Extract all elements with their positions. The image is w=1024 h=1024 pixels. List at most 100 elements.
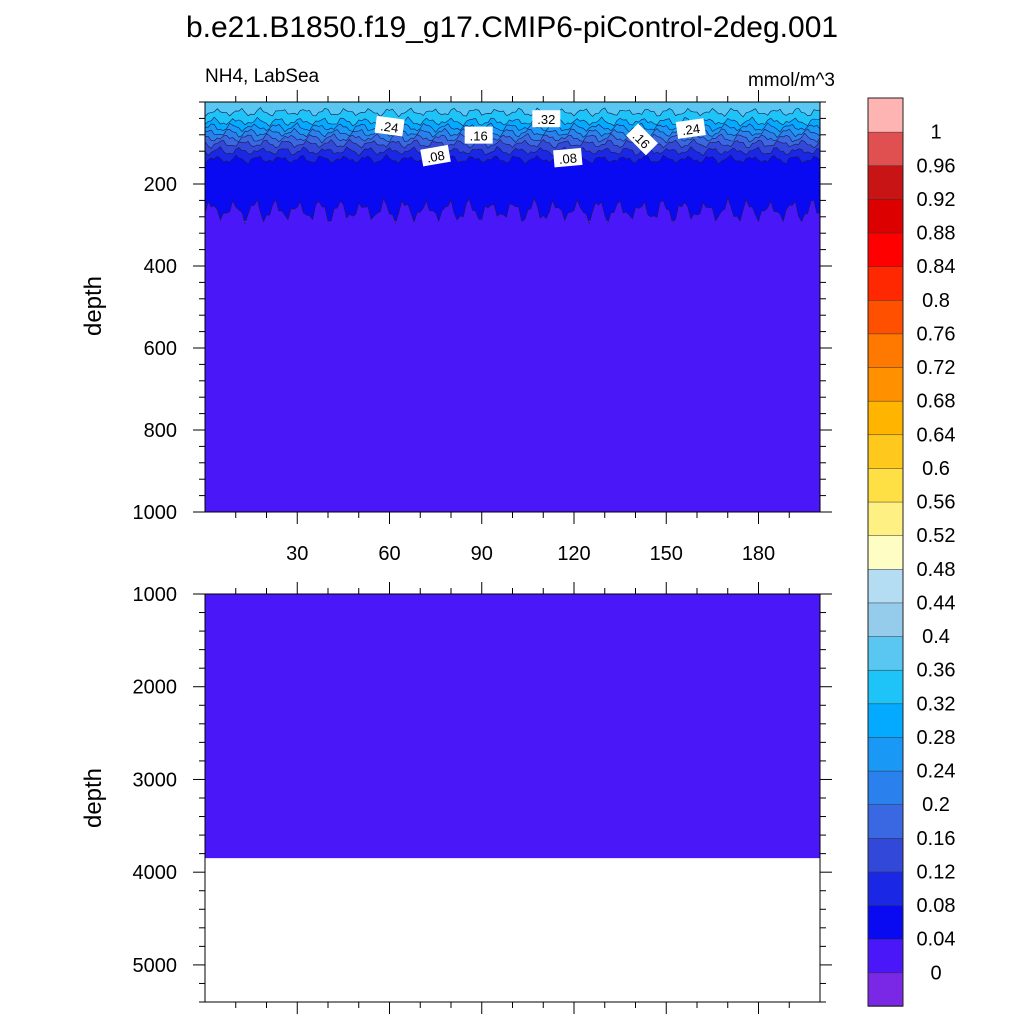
colorbar-swatch-17 [867, 400, 904, 436]
bottom-ytick-label-2000: 2000 [133, 677, 178, 699]
contour-label-text-6: .24 [681, 121, 701, 138]
colorbar-label-11: 0.44 [917, 592, 956, 614]
colorbar-swatch-7 [867, 736, 904, 772]
colorbar-swatch-8 [867, 703, 904, 738]
contour-label-4: .08 [553, 147, 583, 168]
top-ytick-label-400: 400 [144, 256, 177, 278]
x-tick-label-90: 90 [471, 543, 493, 565]
colorbar-label-17: 0.68 [917, 391, 956, 413]
contour-label-box-2 [532, 110, 561, 128]
top-layer-9 [204, 196, 821, 513]
colorbar-label-14: 0.56 [917, 492, 956, 514]
contour-label-text-2: .32 [537, 112, 555, 127]
bottom-layer-0 [205, 594, 820, 859]
top-ytick-label-600: 600 [144, 338, 177, 360]
colorbar-label-22: 0.88 [917, 223, 956, 245]
colorbar-swatch-19 [867, 333, 904, 368]
bottom-ytick-label-1000: 1000 [133, 584, 178, 606]
contour-label-text-3: .08 [426, 148, 446, 166]
contour-label-6: .24 [675, 118, 706, 139]
colorbar-label-23: 0.92 [917, 189, 956, 211]
colorbar-label-12: 0.48 [917, 559, 956, 581]
colorbar-label-24: 0.96 [917, 155, 956, 177]
contour-label-3: .08 [420, 144, 451, 167]
bottom-ytick-label-5000: 5000 [133, 955, 178, 977]
colorbar-label-21: 0.84 [917, 256, 956, 278]
colorbar-swatch-3 [867, 871, 904, 906]
contour-label-0: .24 [374, 115, 405, 137]
contour-label-box-3 [420, 144, 451, 167]
contour-label-text-4: .08 [558, 150, 577, 167]
colorbar-swatch-20 [867, 299, 904, 335]
top-y-axis-title: depth [80, 276, 107, 336]
colorbar-swatch-12 [867, 568, 904, 604]
top-ytick-label-1000: 1000 [133, 502, 178, 524]
colorbar-label-2: 0.08 [917, 895, 956, 917]
colorbar-label-16: 0.64 [917, 424, 956, 446]
colorbar-swatch-4 [867, 837, 904, 873]
chart-title: b.e21.B1850.f19_g17.CMIP6-piControl-2deg… [186, 11, 838, 44]
contour-label-text-0: .24 [379, 118, 399, 135]
colorbar-swatch-6 [867, 770, 904, 805]
bottom-panel: 1000 2000 3000 4000 5000 [133, 582, 832, 1014]
colorbar-label-7: 0.28 [917, 727, 956, 749]
top-ytick-label-800: 800 [144, 420, 177, 442]
colorbar-swatch-25 [867, 131, 904, 167]
colorbar-label-9: 0.36 [917, 660, 956, 682]
bottom-ytick-label-4000: 4000 [133, 862, 178, 884]
colorbar-swatch-2 [867, 904, 904, 940]
colorbar-label-18: 0.72 [917, 357, 956, 379]
contour-label-box-0 [374, 115, 405, 137]
colorbar-swatch-24 [867, 165, 904, 200]
colorbar-label-13: 0.52 [917, 525, 956, 547]
contour-label-box-6 [675, 118, 706, 139]
colorbar-swatch-22 [867, 232, 904, 267]
colorbar-label-1: 0.04 [917, 929, 956, 951]
contour-label-2: .32 [532, 110, 561, 128]
contour-label-text-1: .16 [470, 129, 488, 144]
bottom-no-data-region [205, 858, 820, 1002]
x-tick-label-30: 30 [286, 543, 308, 565]
colorbar-label-15: 0.6 [922, 458, 950, 480]
x-tick-label-150: 150 [650, 543, 683, 565]
colorbar-swatch-9 [867, 669, 904, 705]
contour-label-box-5 [626, 123, 658, 156]
colorbar-label-6: 0.24 [917, 761, 956, 783]
colorbar-swatch-21 [867, 265, 904, 301]
colorbar-label-25: 1 [930, 122, 941, 144]
colorbar-swatch-14 [867, 501, 904, 536]
contour-label-box-1 [464, 126, 493, 144]
top-panel: 200 400 600 800 1000 30 60 90 120 150 180 .24 .16 .32… [133, 90, 832, 565]
x-tick-label-60: 60 [378, 543, 400, 565]
contour-label-1: .16 [464, 126, 493, 144]
colorbar-label-4: 0.16 [917, 828, 956, 850]
colorbar: 0 0.04 0.08 0.12 0.16 0.2 0.24 0.28 0.32 0.36 0.4 0… [867, 97, 956, 1007]
colorbar-swatch-18 [867, 366, 904, 402]
colorbar-label-20: 0.8 [922, 290, 950, 312]
units-label: mmol/m^3 [748, 70, 835, 91]
bottom-ytick-label-3000: 3000 [133, 769, 178, 791]
contour-label-box-4 [553, 147, 583, 168]
x-tick-label-120: 120 [557, 543, 590, 565]
colorbar-label-0: 0 [930, 962, 941, 984]
colorbar-frame [867, 97, 904, 1007]
colorbar-swatch-23 [867, 198, 904, 234]
colorbar-label-5: 0.2 [922, 794, 950, 816]
colorbar-label-10: 0.4 [922, 626, 950, 648]
colorbar-swatch-13 [867, 534, 904, 570]
colorbar-swatch-15 [867, 467, 904, 503]
colorbar-label-8: 0.32 [917, 693, 956, 715]
x-tick-label-180: 180 [742, 543, 775, 565]
colorbar-swatch-11 [867, 602, 904, 637]
colorbar-swatch-26 [867, 97, 904, 133]
colorbar-swatch-0 [867, 972, 904, 1007]
colorbar-swatch-16 [867, 434, 904, 469]
colorbar-swatch-5 [867, 803, 904, 839]
top-ytick-label-200: 200 [144, 174, 177, 196]
bottom-y-axis-title: depth [80, 768, 107, 828]
colorbar-swatch-10 [867, 635, 904, 671]
variable-region-label: NH4, LabSea [205, 66, 320, 87]
colorbar-swatch-1 [867, 938, 904, 974]
colorbar-label-19: 0.76 [917, 323, 956, 345]
